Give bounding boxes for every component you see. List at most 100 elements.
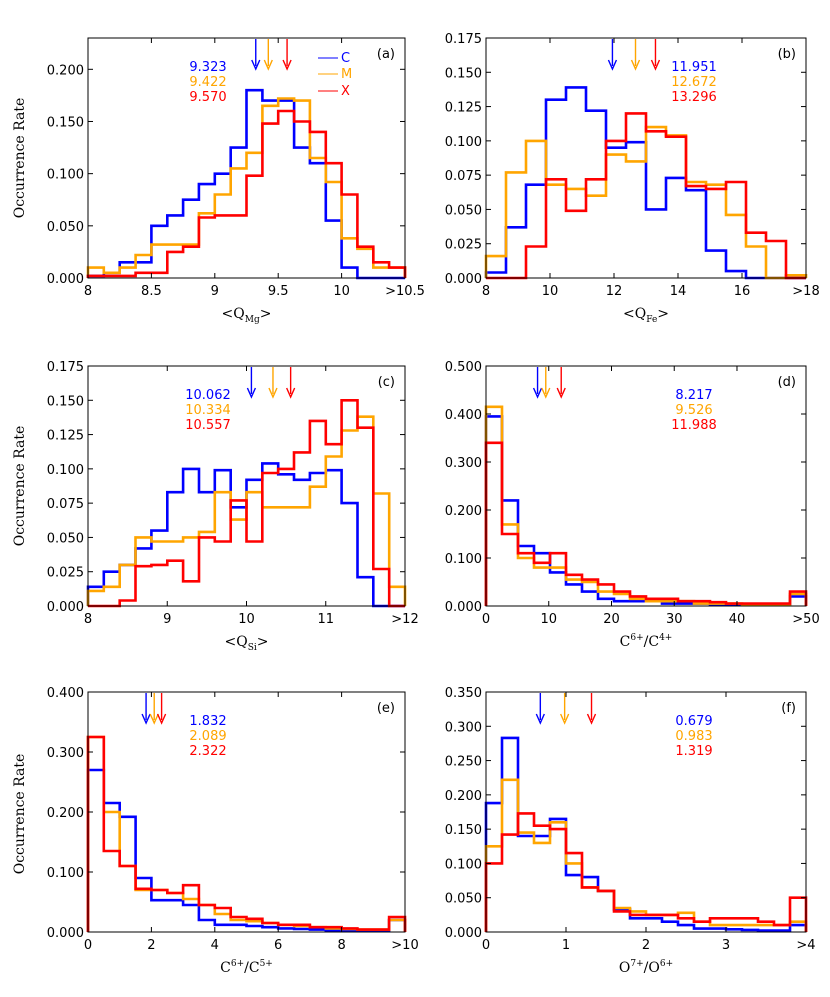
mean-arrowhead-X: [282, 59, 292, 71]
x-axis-label-part: <Q: [222, 306, 245, 322]
x-axis-label-part: >: [260, 306, 272, 322]
x-tick-label: 9: [211, 284, 219, 299]
y-tick-label: 0.175: [445, 32, 482, 47]
y-tick-label: 0.100: [445, 552, 482, 567]
y-tick-label: 0.050: [47, 220, 84, 235]
y-tick-label: 0.200: [47, 806, 84, 821]
x-axis-label-part: /C: [244, 960, 259, 976]
mean-arrowhead-M: [560, 713, 570, 725]
x-tick-label: 9: [163, 612, 171, 627]
axes-frame: [87, 691, 406, 933]
x-tick-label: 10: [542, 284, 559, 299]
mean-value-C: 1.832: [189, 714, 226, 729]
mean-value-C: 9.323: [189, 60, 226, 75]
x-axis-label-part: >: [657, 306, 669, 322]
y-tick-label: 0.150: [47, 115, 84, 130]
legend-label-C: C: [341, 51, 350, 66]
mean-arrowhead-C: [141, 713, 151, 725]
x-axis-label-part: <Q: [225, 634, 248, 650]
x-axis-label: O7+/O6+: [619, 959, 673, 976]
mean-value-C: 10.062: [185, 388, 231, 403]
y-tick-label: 0.125: [47, 429, 84, 444]
x-tick-label: >12: [391, 612, 418, 627]
x-axis-label: C6+/C5+: [220, 959, 273, 976]
axes-frame: [485, 37, 807, 279]
x-tick-label: 16: [734, 284, 751, 299]
x-tick-label: 14: [670, 284, 687, 299]
y-tick-label: 0.050: [445, 892, 482, 907]
y-axis-label-row-2: Occurrence Rate: [12, 426, 28, 547]
x-tick-label: >10: [391, 938, 418, 953]
y-axis-label-row-3: Occurrence Rate: [12, 754, 28, 875]
y-axis-label-row-1: Occurrence Rate: [12, 98, 28, 219]
histogram-M: [484, 778, 808, 932]
y-tick-label: 0.075: [445, 169, 482, 184]
mean-value-X: 11.988: [671, 418, 717, 433]
x-tick-label: 12: [606, 284, 623, 299]
x-tick-label: 2: [147, 938, 155, 953]
mean-arrowhead-M: [268, 387, 278, 399]
y-tick-label: 0.300: [445, 456, 482, 471]
mean-arrowhead-X: [556, 387, 566, 399]
x-axis-label-part: 6+: [660, 959, 673, 969]
x-tick-label: 20: [603, 612, 620, 627]
y-tick-label: 0.350: [445, 686, 482, 701]
histogram-X: [88, 399, 405, 608]
y-tick-label: 0.300: [445, 720, 482, 735]
x-tick-label: 30: [666, 612, 683, 627]
histogram-C: [484, 415, 808, 607]
x-tick-label: 10: [333, 284, 350, 299]
x-tick-label: 9.5: [268, 284, 289, 299]
histogram-X: [484, 441, 808, 606]
histogram-M: [484, 405, 808, 606]
mean-value-M: 2.089: [189, 729, 226, 744]
mean-value-X: 1.319: [675, 744, 712, 759]
y-tick-label: 0.200: [47, 63, 84, 78]
mean-arrowhead-X: [650, 59, 661, 71]
mean-value-M: 12.672: [671, 75, 717, 90]
x-tick-label: 3: [722, 938, 730, 953]
axes-frame: [485, 365, 807, 607]
mean-value-C: 11.951: [671, 60, 717, 75]
histogram-M: [484, 125, 808, 280]
y-tick-label: 0.000: [47, 926, 84, 941]
mean-value-X: 9.570: [189, 90, 226, 105]
y-tick-label: 0.200: [445, 789, 482, 804]
x-tick-label: 8: [337, 938, 345, 953]
panel-label: (f): [781, 701, 796, 716]
y-tick-label: 0.075: [47, 497, 84, 512]
x-tick-label: >10.5: [385, 284, 425, 299]
x-tick-label: >4: [796, 938, 815, 953]
x-tick-label: >18: [792, 284, 819, 299]
histogram-X: [484, 812, 808, 932]
y-tick-label: 0.000: [47, 272, 84, 287]
mean-value-X: 2.322: [189, 744, 226, 759]
x-tick-label: 8: [84, 612, 92, 627]
y-tick-label: 0.100: [47, 463, 84, 478]
x-tick-label: 4: [211, 938, 219, 953]
x-axis-label-part: /C: [644, 634, 659, 650]
x-axis-label-part: Fe: [646, 315, 657, 325]
x-axis-label-part: O: [619, 960, 630, 976]
mean-value-M: 9.422: [189, 75, 226, 90]
panel-label: (e): [377, 701, 395, 716]
mean-arrowhead-M: [149, 713, 159, 725]
x-tick-label: >50: [792, 612, 819, 627]
x-tick-label: 10: [540, 612, 557, 627]
mean-arrowhead-X: [586, 713, 597, 725]
x-axis-label-part: Mg: [245, 315, 260, 325]
mean-arrowhead-C: [251, 59, 261, 71]
axes-frame: [87, 37, 406, 279]
histogram-X: [86, 735, 407, 932]
y-tick-label: 0.050: [47, 531, 84, 546]
y-tick-label: 0.025: [445, 238, 482, 253]
mean-value-C: 8.217: [675, 388, 712, 403]
y-tick-label: 0.400: [445, 408, 482, 423]
legend-label-X: X: [341, 84, 350, 99]
x-tick-label: 8: [482, 284, 490, 299]
